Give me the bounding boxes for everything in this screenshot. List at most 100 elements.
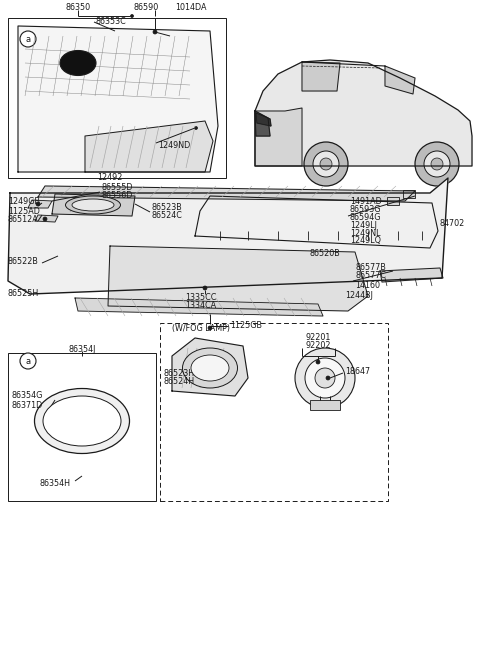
Ellipse shape [35,388,130,453]
Circle shape [431,158,443,170]
Circle shape [36,202,40,206]
Text: 1244BJ: 1244BJ [345,291,373,300]
Text: 86594G: 86594G [350,213,382,222]
Text: a: a [25,356,31,365]
Text: 92202: 92202 [305,342,331,350]
Text: 1125GB: 1125GB [230,321,262,331]
Polygon shape [380,268,443,282]
Circle shape [295,348,355,408]
Polygon shape [28,200,52,208]
Bar [243,240,253,248]
Ellipse shape [72,199,114,211]
Text: 86350: 86350 [65,3,91,12]
Text: 84702: 84702 [440,220,465,228]
Text: 1249LJ: 1249LJ [350,220,377,230]
Ellipse shape [65,196,120,214]
Text: 86354G: 86354G [12,392,43,401]
Text: a: a [25,35,31,43]
Text: (W/FOG LAMP): (W/FOG LAMP) [172,325,230,333]
Circle shape [316,360,320,364]
Polygon shape [302,62,340,91]
Circle shape [326,376,330,380]
Text: 12492: 12492 [97,173,123,182]
Bar [363,240,373,248]
Polygon shape [195,196,438,248]
Text: 86523B: 86523B [152,203,183,213]
Circle shape [305,358,345,398]
Ellipse shape [182,348,238,388]
Text: 1249NL: 1249NL [350,228,381,237]
Bar [215,240,225,248]
Polygon shape [35,215,58,222]
Polygon shape [108,246,368,311]
Circle shape [424,151,450,177]
Bar [303,240,313,248]
Bar [387,197,399,205]
Text: 1335CC: 1335CC [185,293,216,302]
Ellipse shape [43,396,121,446]
Circle shape [315,368,335,388]
Text: 86520B: 86520B [310,249,341,258]
Ellipse shape [60,51,96,75]
Text: 1334CA: 1334CA [185,302,216,310]
Bar [403,190,415,198]
Bar [417,240,427,248]
Polygon shape [255,111,270,136]
Text: 86353C: 86353C [95,16,126,26]
Bar [160,323,388,501]
Text: 1249GB: 1249GB [8,197,40,205]
Text: 86556D: 86556D [102,190,133,199]
Text: 86555D: 86555D [102,182,133,192]
Bar [8,18,226,178]
Circle shape [20,353,36,369]
Polygon shape [385,66,415,94]
Text: 86525H: 86525H [8,289,39,298]
Polygon shape [172,338,248,396]
Bar [393,240,403,248]
Circle shape [194,127,197,129]
Text: 86522B: 86522B [8,256,39,266]
Circle shape [208,326,212,330]
Bar [310,400,340,410]
Text: 86512A: 86512A [8,215,39,224]
Bar [8,353,156,501]
Circle shape [131,14,133,18]
Polygon shape [75,298,323,316]
Text: 1249LQ: 1249LQ [350,237,381,245]
Polygon shape [256,113,271,126]
Text: 86354H: 86354H [39,480,71,489]
Text: 86523H: 86523H [163,369,194,377]
Text: 86354J: 86354J [68,344,96,354]
Circle shape [304,142,348,186]
Text: 92201: 92201 [305,333,331,342]
Text: 86590: 86590 [134,3,159,12]
Text: 18647: 18647 [345,367,370,375]
Circle shape [320,158,332,170]
Circle shape [153,30,157,34]
Text: 14160: 14160 [355,281,380,291]
Polygon shape [18,26,218,172]
Circle shape [43,217,47,221]
Ellipse shape [191,355,229,381]
Polygon shape [8,178,448,294]
Text: 86524C: 86524C [152,211,183,220]
Circle shape [20,31,36,47]
Text: 1491AD: 1491AD [350,197,382,205]
Text: 86577B: 86577B [355,264,386,272]
Circle shape [415,142,459,186]
Polygon shape [255,108,302,166]
Polygon shape [52,194,135,216]
Circle shape [203,286,207,290]
Polygon shape [255,60,472,166]
Circle shape [313,151,339,177]
Bar [333,240,343,248]
Text: 86371D: 86371D [12,401,43,411]
Text: 1014DA: 1014DA [175,3,206,12]
Text: 86524H: 86524H [163,377,194,386]
Bar [273,240,283,248]
Polygon shape [85,121,213,172]
Polygon shape [38,186,415,201]
Text: 1125AD: 1125AD [8,207,40,216]
Text: 86577C: 86577C [355,272,386,281]
Text: 86593G: 86593G [350,205,382,213]
